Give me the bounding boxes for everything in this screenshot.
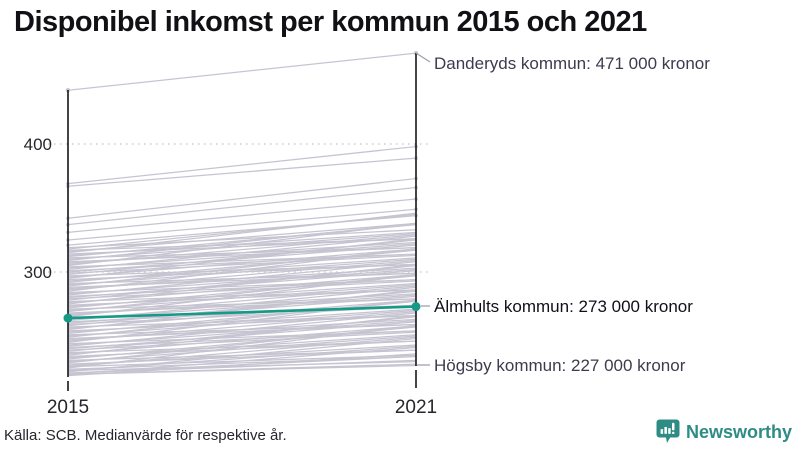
- municipality-line: [67, 186, 417, 226]
- municipality-line: [67, 355, 417, 370]
- municipality-line: [67, 312, 417, 347]
- municipality-line-h-gsby-kommun: [67, 364, 417, 376]
- municipality-line: [67, 229, 417, 249]
- municipality-line: [67, 177, 417, 219]
- municipality-line: [67, 145, 417, 185]
- y-tick-label-300: 300: [24, 263, 52, 282]
- brand-name: Newsworthy: [685, 421, 792, 442]
- newsworthy-logo[interactable]: Newsworthy: [656, 419, 792, 445]
- chart-title: Disponibel inkomst per kommun 2015 och 2…: [14, 6, 647, 38]
- x-label-2015: 2015: [47, 397, 89, 418]
- municipality-line: [67, 254, 417, 274]
- municipality-line: [67, 331, 417, 351]
- municipality-line: [67, 325, 417, 355]
- municipality-line: [67, 248, 417, 292]
- municipality-line: [67, 360, 417, 372]
- municipality-line: [67, 222, 417, 262]
- municipality-line: [67, 285, 417, 317]
- highlight-line-group: [63, 302, 421, 323]
- municipality-line: [67, 284, 417, 312]
- municipality-line-danderyds-kommun: [67, 52, 417, 91]
- municipality-line: [67, 263, 417, 305]
- axes: [67, 53, 417, 391]
- annotation-danderyd: Danderyds kommun: 471 000 kronor: [434, 54, 710, 73]
- municipality-line: [67, 208, 417, 241]
- municipality-line: [67, 248, 417, 287]
- municipality-line: [67, 336, 417, 368]
- municipality-line: [67, 238, 417, 280]
- municipality-line: [67, 359, 417, 374]
- municipality-line: [67, 335, 417, 363]
- source-note: Källa: SCB. Medianvärde för respektive å…: [4, 427, 287, 444]
- municipality-line: [67, 157, 417, 187]
- municipality-line: [67, 234, 417, 265]
- municipality-line: [67, 273, 417, 313]
- municipality-line: [67, 261, 417, 296]
- highlight-line-almhult-end-dot: [411, 302, 421, 312]
- municipality-line: [67, 259, 417, 291]
- background-lines-group: [65, 50, 419, 377]
- municipality-line: [67, 354, 417, 368]
- municipality-line: [67, 198, 417, 233]
- municipality-line: [67, 280, 417, 300]
- municipality-line: [67, 232, 417, 260]
- bar-chart-speech-bubble-icon: [656, 419, 680, 443]
- municipality-line: [67, 325, 417, 369]
- municipality-line: [67, 311, 417, 342]
- municipality-line: [67, 325, 417, 364]
- municipality-line: [67, 222, 417, 253]
- municipality-line: [67, 299, 417, 329]
- municipality-line: [67, 235, 417, 271]
- municipality-line: [67, 258, 417, 286]
- municipality-line: [67, 273, 417, 304]
- annotation-hogsby: Högsby kommun: 227 000 kronor: [434, 356, 686, 375]
- y-tick-label-400: 400: [24, 135, 52, 154]
- highlight-line-almhult: [67, 305, 417, 320]
- municipality-line: [67, 337, 417, 373]
- municipality-line: [67, 309, 417, 337]
- municipality-line: [67, 248, 417, 278]
- municipality-line: [67, 222, 417, 267]
- annotation-almhult: Älmhults kommun: 273 000 kronor: [434, 297, 693, 316]
- municipality-line: [67, 299, 417, 338]
- municipality-line: [67, 273, 417, 318]
- municipality-line: [67, 314, 417, 356]
- municipality-line: [67, 212, 417, 254]
- municipality-line: [67, 289, 417, 331]
- annotation-leaders: [415, 52, 431, 366]
- leader-danderyd: [415, 52, 431, 63]
- highlight-line-almhult-start-dot: [63, 313, 73, 323]
- x-label-2021: 2021: [395, 397, 437, 418]
